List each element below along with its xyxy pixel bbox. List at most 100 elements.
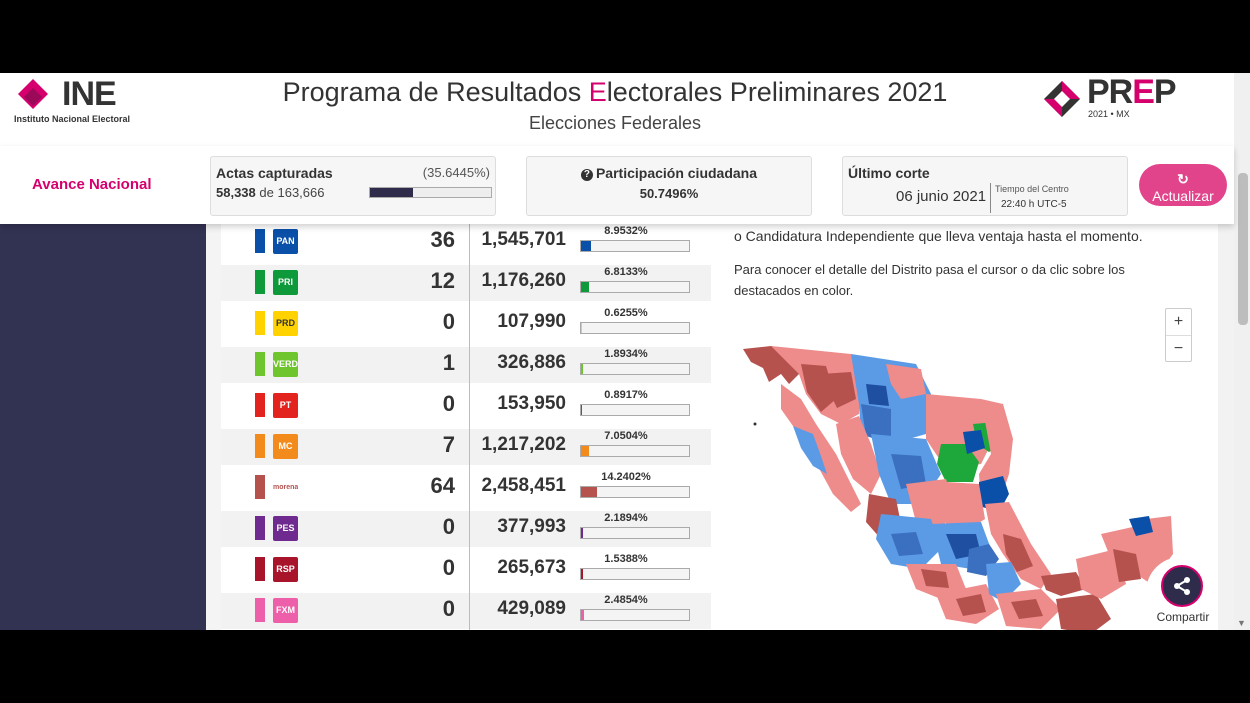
map-region-slp[interactable]: [946, 482, 985, 534]
map-region-baja-sur-blue[interactable]: [793, 426, 827, 474]
map-region-yucatan-blue[interactable]: [1129, 516, 1153, 536]
map-region-veracruz-b[interactable]: [1003, 534, 1033, 572]
map-region-tamaulipas[interactable]: [979, 399, 1013, 504]
party-votes: 265,673: [497, 557, 566, 578]
share-icon: [1174, 577, 1190, 595]
party-vote-percentage: 2.4854%: [604, 594, 648, 606]
map-region-yucatan-dark[interactable]: [1113, 549, 1141, 582]
party-row[interactable]: MC 7 1,217,202 7.0504%: [221, 429, 711, 465]
scrollbar-thumb[interactable]: [1238, 173, 1248, 325]
table-column-divider: [469, 224, 470, 630]
party-vote-bar: [580, 281, 690, 293]
party-vote-bar: [580, 240, 690, 252]
party-row[interactable]: PAN 36 1,545,701 8.9532%: [221, 224, 711, 260]
party-votes: 107,990: [497, 311, 566, 332]
party-vote-bar-fill: [581, 405, 583, 415]
party-row[interactable]: morena 64 2,458,451 14.2402%: [221, 470, 711, 506]
party-vote-bar-fill: [581, 282, 589, 292]
party-vote-percentage: 14.2402%: [601, 471, 651, 483]
mexico-district-map[interactable]: [741, 344, 1201, 630]
tiempo-centro-label: Tiempo del Centro: [995, 184, 1069, 194]
actualizar-label: Actualizar: [1152, 188, 1214, 204]
map-region-chihuahua-d[interactable]: [866, 384, 889, 406]
party-seats: 0: [442, 596, 455, 621]
share-label: Compartir: [1156, 610, 1210, 624]
map-region-sonora-c[interactable]: [821, 372, 856, 408]
page-title: Programa de Resultados Electorales Preli…: [220, 77, 1010, 108]
page-scrollbar[interactable]: ▼: [1234, 73, 1250, 630]
actas-percentage: (35.6445%): [422, 165, 490, 180]
zoom-out-button[interactable]: −: [1166, 335, 1191, 361]
avance-nacional-label[interactable]: Avance Nacional: [32, 176, 152, 193]
map-region-chihuahua-b[interactable]: [886, 364, 926, 399]
share-button[interactable]: [1161, 565, 1203, 607]
map-region-oaxaca-b[interactable]: [1011, 599, 1043, 619]
map-region-coahuila-blue[interactable]: [963, 430, 985, 454]
party-vote-bar: [580, 527, 690, 539]
party-vote-percentage: 1.8934%: [604, 348, 648, 360]
map-region-durango-b[interactable]: [891, 454, 926, 489]
map-region-zacatecas[interactable]: [906, 479, 956, 529]
actas-count-line: 58,338 de 163,666: [216, 185, 324, 200]
map-region-guerrero-b[interactable]: [956, 594, 986, 616]
party-logo: FXM: [273, 598, 298, 623]
main-content: PAN 36 1,545,701 8.9532% PRI 12 1,176,260 6.813…: [206, 224, 1218, 630]
ine-logo[interactable]: INE Instituto Nacional Electoral: [14, 75, 164, 129]
map-island-b[interactable]: [753, 422, 757, 426]
prep-diamond-icon: [1044, 81, 1080, 117]
party-vote-bar: [580, 568, 690, 580]
share-widget[interactable]: Compartir: [1146, 557, 1216, 630]
party-votes: 1,176,260: [481, 270, 566, 291]
left-sidebar: [0, 224, 206, 630]
zoom-in-button[interactable]: +: [1173, 313, 1184, 330]
party-vote-bar-fill: [581, 323, 583, 333]
party-vote-bar: [580, 445, 690, 457]
prep-logo-p: P: [1153, 73, 1177, 111]
party-seats: 0: [442, 514, 455, 539]
party-logo: RSP: [273, 557, 298, 582]
party-logo: PT: [273, 393, 298, 418]
party-seats: 7: [442, 432, 455, 457]
question-circle-icon[interactable]: ?: [580, 169, 593, 181]
map-region-jalisco-b[interactable]: [891, 532, 923, 556]
party-vote-percentage: 2.1894%: [604, 512, 648, 524]
party-vote-bar: [580, 404, 690, 416]
map-region-tabasco[interactable]: [1041, 572, 1086, 596]
title-part-1: Programa de Resultados: [282, 77, 589, 107]
map-region-chihuahua-c[interactable]: [861, 404, 891, 444]
party-row[interactable]: FXM 0 429,089 2.4854%: [221, 593, 711, 629]
map-region-baja-sur[interactable]: [781, 384, 861, 512]
prep-logo[interactable]: PREP 2021 • MX: [1040, 73, 1200, 125]
party-color-tag: [255, 393, 265, 417]
party-logo: PES: [273, 516, 298, 541]
party-logo: VERDE: [273, 352, 298, 377]
party-votes: 377,993: [497, 516, 566, 537]
actualizar-button[interactable]: ↻ Actualizar: [1139, 164, 1227, 206]
map-panel: o Candidatura Independiente que lleva ve…: [711, 224, 1218, 630]
map-info-detail: Para conocer el detalle del Distrito pas…: [734, 262, 1125, 298]
party-logo: morena: [273, 475, 298, 500]
party-vote-bar-fill: [581, 241, 592, 251]
map-zoom-control: + −: [1165, 308, 1192, 362]
participacion-label-line: ? Participación ciudadana: [527, 165, 811, 181]
party-seats: 0: [442, 555, 455, 580]
party-row[interactable]: VERDE 1 326,886 1.8934%: [221, 347, 711, 383]
map-region-chiapas[interactable]: [1056, 594, 1111, 630]
party-votes: 1,545,701: [481, 229, 566, 250]
party-row[interactable]: PRI 12 1,176,260 6.8133%: [221, 265, 711, 301]
scroll-down-arrow[interactable]: ▼: [1237, 618, 1246, 628]
party-row[interactable]: PES 0 377,993 2.1894%: [221, 511, 711, 547]
party-row[interactable]: PRD 0 107,990 0.6255%: [221, 306, 711, 342]
actas-count: 58,338: [216, 185, 256, 200]
party-row[interactable]: RSP 0 265,673 1.5388%: [221, 552, 711, 588]
party-seats: 36: [430, 227, 455, 252]
map-region-sinaloa[interactable]: [836, 416, 881, 494]
map-region-michoacan-b[interactable]: [921, 569, 949, 588]
party-row[interactable]: PT 0 153,950 0.8917%: [221, 388, 711, 424]
party-logo: PAN: [273, 229, 298, 254]
actas-de: de: [259, 185, 274, 200]
map-region-puebla[interactable]: [986, 562, 1021, 602]
party-color-tag: [255, 311, 265, 335]
refresh-icon: ↻: [1177, 171, 1189, 187]
map-region-campeche[interactable]: [1076, 549, 1126, 599]
